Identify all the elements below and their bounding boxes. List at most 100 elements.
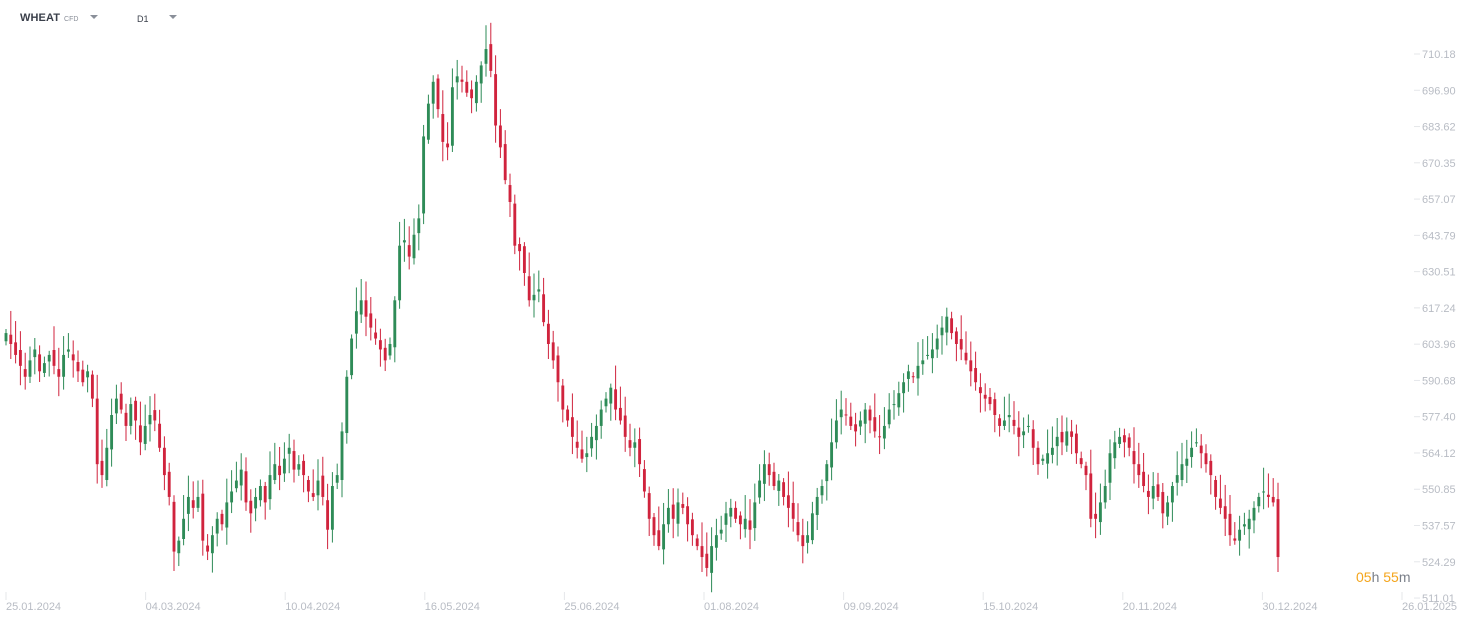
candle-up: [916, 365, 920, 379]
candle-up: [633, 442, 637, 448]
candle-down: [167, 471, 171, 497]
candle-down: [465, 81, 469, 93]
candle-down: [1218, 498, 1222, 508]
candle-down: [278, 465, 282, 476]
candle-up: [902, 382, 906, 394]
candle-down: [369, 313, 373, 328]
candle-up: [1170, 486, 1174, 503]
candle-up: [839, 409, 843, 418]
candle-up: [1108, 453, 1112, 483]
candle-down: [652, 517, 656, 536]
candle-up: [359, 300, 363, 315]
candle-down: [734, 507, 738, 519]
candle-up: [210, 535, 214, 554]
candle-up: [225, 502, 229, 528]
candle-down: [782, 482, 786, 497]
candle-down: [321, 475, 325, 497]
candle-down: [52, 350, 56, 366]
candle-up: [1046, 453, 1050, 464]
price-tick-label: 696.90: [1422, 85, 1456, 97]
timeframe-selector[interactable]: D1: [137, 14, 177, 24]
date-tick-label: 15.10.2024: [983, 601, 1038, 613]
candle-up: [662, 524, 666, 550]
candle-down: [1079, 458, 1083, 465]
candle-down: [570, 417, 574, 437]
candle-up: [825, 464, 829, 482]
candle-down: [647, 493, 651, 519]
price-tick-label: 511.01: [1422, 593, 1455, 605]
candle-up: [330, 486, 334, 530]
candle-down: [220, 513, 224, 525]
candle-down: [95, 398, 99, 465]
candle-down: [998, 418, 1002, 426]
candle-up: [196, 496, 200, 508]
candle-down: [801, 535, 805, 547]
candle-down: [786, 495, 790, 508]
candle-up: [1055, 436, 1059, 447]
symbol-selector[interactable]: WHEAT CFD: [20, 12, 99, 24]
candle-down: [705, 553, 709, 568]
candle-down: [518, 244, 522, 252]
candle-down: [964, 352, 968, 361]
candle-up: [4, 333, 8, 342]
candle-down: [249, 500, 253, 514]
candle-down: [1084, 465, 1088, 476]
candle-down: [575, 441, 579, 448]
candle-down: [503, 144, 507, 181]
candle-up: [806, 535, 810, 543]
candle-up: [33, 349, 37, 358]
candle-up: [177, 540, 181, 554]
candle-down: [489, 44, 493, 71]
candle-down: [138, 425, 142, 443]
candle-down: [1017, 427, 1021, 437]
candle-up: [1022, 431, 1026, 436]
candle-up: [417, 218, 421, 234]
candle-down: [263, 486, 267, 503]
candle-down: [57, 369, 61, 377]
candle-down: [690, 519, 694, 536]
candle-up: [479, 65, 483, 84]
candle-down: [1276, 499, 1280, 558]
date-tick-label: 16.05.2024: [425, 601, 480, 613]
candle-down: [551, 342, 555, 361]
candle-down: [292, 451, 296, 470]
candle-up: [114, 398, 118, 414]
candle-down: [1012, 419, 1016, 426]
candle-down: [988, 396, 992, 405]
candle-up: [335, 475, 339, 483]
countdown-minutes: 55: [1383, 569, 1399, 585]
candle-down: [618, 407, 622, 421]
candle-up: [810, 513, 814, 541]
candle-down: [1036, 447, 1040, 465]
candle-down: [868, 409, 872, 421]
symbol-type: CFD: [64, 16, 79, 23]
candle-up: [1262, 491, 1266, 493]
candle-up: [1257, 496, 1261, 507]
candle-down: [71, 354, 75, 361]
candle-down: [1223, 506, 1227, 519]
candle-down: [1266, 494, 1270, 497]
candle-down: [378, 340, 382, 350]
candle-down: [311, 493, 315, 497]
candle-up: [422, 136, 426, 214]
price-tick-label: 643.79: [1422, 230, 1456, 242]
price-tick-label: 617.24: [1422, 303, 1456, 315]
candle-up: [1041, 458, 1045, 461]
candle-down: [700, 546, 704, 558]
candle-down: [772, 471, 776, 487]
candle-up: [609, 387, 613, 404]
countdown-h-unit: h: [1371, 569, 1380, 585]
candle-down: [767, 464, 771, 476]
candle-up: [230, 491, 234, 503]
candle-up: [926, 354, 930, 356]
candle-up: [604, 398, 608, 407]
candle-up: [239, 469, 243, 486]
candle-down: [686, 506, 690, 525]
candle-down: [1060, 431, 1064, 443]
candle-up: [340, 431, 344, 481]
candle-down: [38, 354, 42, 372]
candle-down: [546, 323, 550, 344]
time-axis: 25.01.2024 04.03.2024 10.04.2024 16.05.2024…: [5, 592, 1457, 613]
candle-down: [1214, 480, 1218, 497]
